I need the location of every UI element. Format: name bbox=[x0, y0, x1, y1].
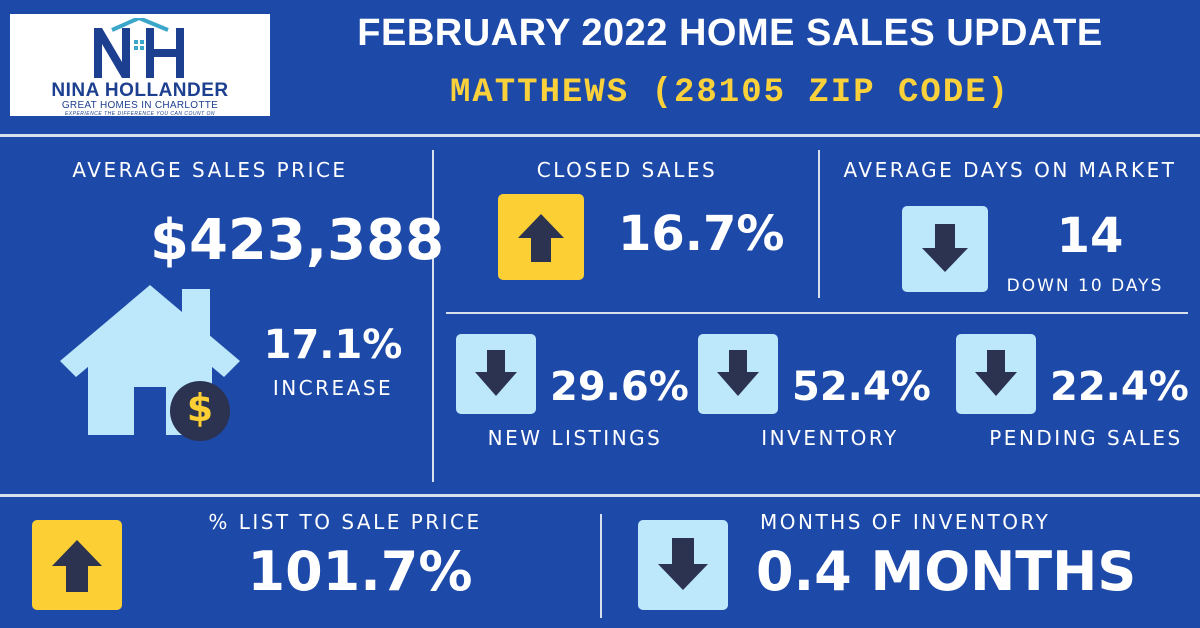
inventory-value: 52.4% bbox=[792, 364, 931, 410]
header-divider bbox=[0, 134, 1200, 137]
avg-sales-price-label: AVERAGE SALES PRICE bbox=[72, 158, 348, 182]
list-to-sale-value: 101.7% bbox=[247, 540, 473, 603]
middle-right-divider bbox=[446, 312, 1188, 314]
logo-slogan: EXPERIENCE THE DIFFERENCE YOU CAN COUNT … bbox=[64, 111, 216, 117]
days-on-market-label: AVERAGE DAYS ON MARKET bbox=[843, 158, 1177, 182]
dollar-symbol: $ bbox=[186, 386, 214, 430]
avg-sales-price-change: 17.1% bbox=[263, 322, 403, 368]
pending-sales-value: 22.4% bbox=[1050, 364, 1189, 410]
arrow-down-icon bbox=[717, 350, 759, 396]
logo-tagline: GREAT HOMES IN CHARLOTTE bbox=[61, 100, 219, 111]
new-listings-down-arrow-box bbox=[456, 334, 536, 414]
inventory-label: INVENTORY bbox=[761, 426, 899, 450]
inventory-down-arrow-box bbox=[698, 334, 778, 414]
arrow-down-icon bbox=[975, 350, 1017, 396]
arrow-up-icon bbox=[52, 540, 102, 592]
top-right-divider bbox=[818, 150, 820, 298]
arrow-down-icon bbox=[475, 350, 517, 396]
bottom-divider-vertical bbox=[600, 514, 602, 618]
closed-sales-up-arrow-box bbox=[498, 194, 584, 280]
new-listings-label: NEW LISTINGS bbox=[487, 426, 663, 450]
bottom-divider bbox=[0, 494, 1200, 497]
pending-sales-down-arrow-box bbox=[956, 334, 1036, 414]
days-on-market-value: 14 bbox=[1056, 208, 1124, 264]
arrow-down-icon bbox=[658, 538, 708, 590]
logo-name: NINA HOLLANDER bbox=[51, 80, 229, 101]
closed-sales-value: 16.7% bbox=[618, 206, 785, 262]
months-inventory-label: MONTHS OF INVENTORY bbox=[760, 510, 1051, 534]
arrow-down-icon bbox=[922, 224, 968, 272]
page-subtitle: MATTHEWS (28105 ZIP CODE) bbox=[449, 74, 1011, 112]
house-dollar-icon bbox=[60, 285, 240, 441]
months-inventory-down-arrow-box bbox=[638, 520, 728, 610]
brand-logo: NINA HOLLANDER GREAT HOMES IN CHARLOTTE … bbox=[10, 14, 270, 117]
avg-sales-price-change-label: INCREASE bbox=[272, 376, 394, 400]
days-on-market-note: DOWN 10 DAYS bbox=[1006, 276, 1164, 296]
months-inventory-value: 0.4 MONTHS bbox=[756, 540, 1137, 603]
avg-sales-price-value: $423,388 bbox=[150, 208, 445, 273]
days-on-market-down-arrow-box bbox=[902, 206, 988, 292]
list-to-sale-label: % LIST TO SALE PRICE bbox=[208, 510, 482, 534]
left-column-divider bbox=[432, 150, 434, 482]
list-to-sale-up-arrow-box bbox=[32, 520, 122, 610]
page-title: FEBRUARY 2022 HOME SALES UPDATE bbox=[357, 12, 1103, 54]
new-listings-value: 29.6% bbox=[550, 364, 689, 410]
logo-mark-icon bbox=[94, 18, 184, 78]
arrow-up-icon bbox=[518, 214, 564, 262]
pending-sales-label: PENDING SALES bbox=[989, 426, 1183, 450]
closed-sales-label: CLOSED SALES bbox=[536, 158, 718, 182]
